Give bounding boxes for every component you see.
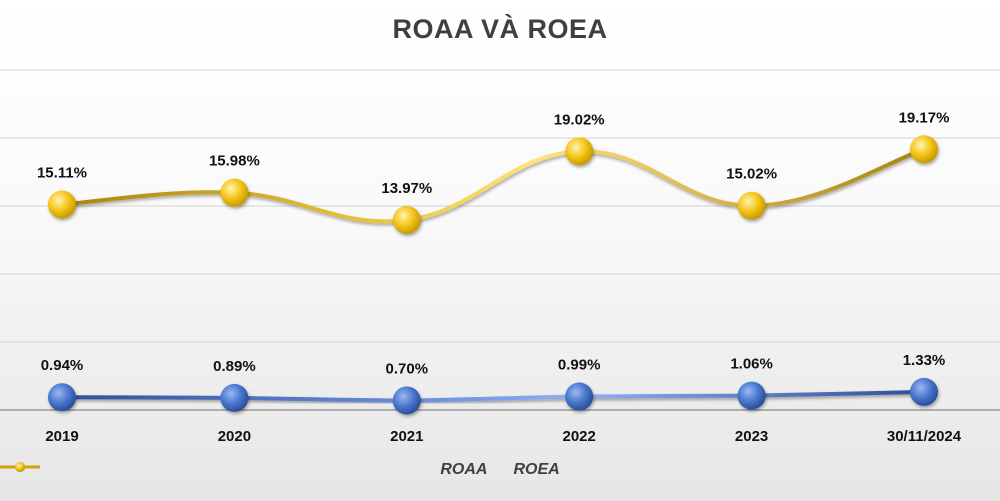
series-line-roaa [60, 389, 926, 403]
point-roea-30-11-2024 [910, 135, 938, 164]
legend-item-roaa: ROAA [0, 461, 488, 479]
legend-item-roea: ROEA [0, 461, 560, 479]
data-label-roaa-2023: 1.06% [730, 356, 773, 373]
point-roaa-2020 [220, 383, 249, 412]
x-axis-ticks: 2019 2020 2021 2022 2023 30/11/2024 [45, 428, 961, 445]
data-labels: 0.94% 0.89% 0.70% 0.99% 1.06% 1.33% 15.11% 15.9… [37, 109, 949, 377]
point-roea-2019 [48, 190, 76, 219]
point-roea-2023 [737, 191, 766, 220]
legend-label-roea: ROEA [513, 461, 560, 478]
x-tick-label-30-11-2024: 30/11/2024 [887, 428, 962, 445]
data-label-roea-2022: 19.02% [554, 111, 605, 128]
data-label-roea-2023: 15.02% [726, 166, 777, 183]
data-label-roea-2019: 15.11% [37, 165, 87, 182]
point-roea-2022 [565, 137, 594, 166]
point-roaa-2022 [565, 382, 594, 411]
point-roaa-2019 [48, 383, 76, 412]
data-label-roaa-30-11-2024: 1.33% [903, 352, 946, 369]
data-label-roaa-2019: 0.94% [41, 357, 84, 374]
point-roea-2020 [220, 178, 249, 207]
data-label-roaa-2020: 0.89% [213, 358, 256, 375]
data-label-roea-30-11-2024: 19.17% [899, 109, 950, 126]
data-label-roea-2020: 15.98% [209, 153, 260, 170]
x-tick-label-2023: 2023 [735, 428, 768, 445]
legend-marker-roea [0, 462, 40, 472]
series-line-roea [60, 147, 926, 224]
point-roaa-30-11-2024 [910, 377, 938, 406]
point-roaa-2023 [737, 381, 766, 410]
point-roaa-2021 [392, 386, 421, 415]
chart-title: ROAA VÀ ROEA [392, 14, 608, 44]
gridlines [0, 69, 1000, 411]
data-label-roaa-2022: 0.99% [558, 357, 601, 374]
x-tick-label-2019: 2019 [45, 428, 78, 445]
x-tick-label-2020: 2020 [218, 428, 251, 445]
legend-label-roaa: ROAA [440, 461, 488, 478]
x-tick-label-2021: 2021 [390, 428, 423, 445]
series-group [48, 135, 938, 415]
legend: ROAA ROEA [0, 461, 1000, 479]
x-tick-label-2022: 2022 [563, 428, 596, 445]
point-roea-2021 [392, 206, 421, 235]
data-label-roea-2021: 13.97% [381, 180, 432, 197]
data-label-roaa-2021: 0.70% [386, 360, 429, 377]
